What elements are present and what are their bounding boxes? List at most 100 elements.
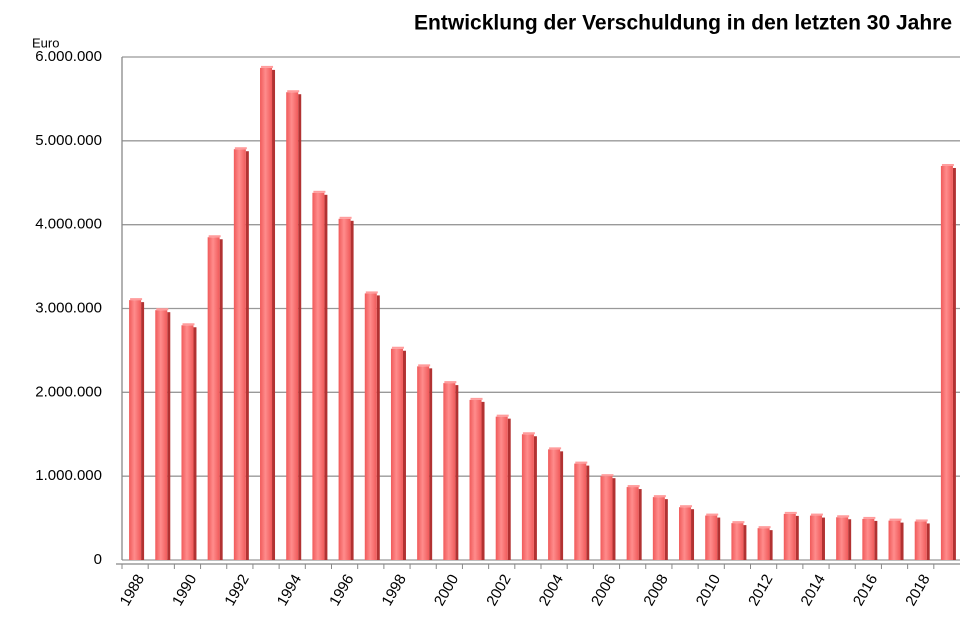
- x-tick-label: 2018: [902, 571, 933, 608]
- bar-top: [837, 515, 850, 518]
- bar-top: [732, 521, 745, 524]
- bar-top: [575, 461, 588, 464]
- bar-side: [900, 522, 904, 560]
- y-tick-label: 1.000.000: [35, 467, 102, 484]
- bar-top: [365, 291, 378, 294]
- bar: [862, 518, 875, 560]
- bar-side: [795, 515, 799, 560]
- bar-side: [533, 436, 537, 560]
- bar-top: [680, 505, 693, 508]
- bar: [940, 165, 953, 560]
- x-tick-label: 1988: [117, 571, 148, 608]
- bar: [888, 520, 901, 560]
- bar-side: [821, 517, 825, 560]
- bar-side: [769, 530, 773, 560]
- bar-top: [130, 298, 143, 301]
- bar: [469, 399, 482, 560]
- bar-side: [586, 465, 590, 560]
- bar-top: [810, 513, 823, 516]
- bar-top: [601, 474, 614, 477]
- bar-top: [391, 346, 404, 349]
- bar: [129, 300, 142, 560]
- bar: [679, 507, 692, 560]
- bar-side: [298, 94, 302, 561]
- bar: [417, 366, 430, 560]
- bar-top: [784, 511, 797, 514]
- x-tick-label: 2002: [483, 571, 514, 608]
- bar-top: [208, 235, 221, 238]
- bar-side: [193, 327, 197, 560]
- bar-side: [848, 519, 852, 560]
- bar-side: [219, 239, 223, 560]
- bar: [626, 487, 639, 560]
- bar-top: [261, 65, 274, 68]
- bar: [181, 325, 194, 560]
- bar-side: [481, 401, 485, 560]
- bar-side: [952, 167, 956, 560]
- y-tick-label: 5.000.000: [35, 132, 102, 149]
- bar-top: [287, 90, 300, 93]
- bar-top: [549, 447, 562, 450]
- bar: [809, 515, 822, 560]
- bar-top: [653, 495, 666, 498]
- bar-top: [313, 190, 326, 193]
- bar-top: [915, 519, 928, 522]
- bar-side: [926, 523, 930, 560]
- bar-top: [889, 518, 902, 521]
- bar: [600, 476, 613, 560]
- bar-top: [156, 308, 169, 311]
- bar-side: [245, 151, 249, 560]
- bar: [390, 348, 403, 560]
- bar-side: [141, 302, 145, 560]
- x-tick-label: 1996: [326, 571, 357, 608]
- bar-side: [324, 194, 328, 560]
- x-tick-label: 2006: [588, 571, 619, 608]
- y-tick-label: 2.000.000: [35, 383, 102, 400]
- bar: [338, 218, 351, 560]
- bar: [155, 310, 168, 560]
- x-tick-label: 2000: [431, 571, 462, 608]
- chart-title: Entwicklung der Verschuldung in den letz…: [414, 12, 952, 35]
- x-tick-label: 1992: [221, 571, 252, 608]
- bar-side: [376, 295, 380, 560]
- x-tick-label: 1990: [169, 571, 200, 608]
- bar-side: [429, 368, 433, 560]
- bar-side: [272, 69, 276, 561]
- bar-side: [638, 489, 642, 560]
- bar-top: [234, 147, 247, 150]
- bar-top: [522, 432, 535, 435]
- bar-side: [612, 478, 616, 560]
- bar: [443, 383, 456, 560]
- x-tick-label: 1994: [274, 571, 305, 608]
- bar-top: [470, 397, 483, 400]
- y-axis-label: Euro: [32, 35, 59, 50]
- bar: [521, 434, 534, 560]
- bar-side: [455, 385, 459, 560]
- bar: [286, 92, 299, 561]
- bar: [731, 523, 744, 560]
- y-tick-label: 6.000.000: [35, 48, 102, 65]
- x-tick-label: 2012: [745, 571, 776, 608]
- bar-side: [717, 517, 721, 560]
- bar-top: [941, 163, 954, 166]
- y-tick-label: 0: [94, 551, 102, 568]
- x-tick-label: 2016: [850, 571, 881, 608]
- bar: [207, 237, 220, 560]
- bar: [364, 293, 377, 560]
- bar-side: [743, 525, 747, 560]
- y-tick-label: 3.000.000: [35, 299, 102, 316]
- bar-top: [418, 364, 431, 367]
- bar-top: [496, 414, 509, 417]
- bar-top: [182, 323, 195, 326]
- bar-side: [350, 220, 354, 560]
- y-tick-label: 4.000.000: [35, 216, 102, 233]
- bar: [705, 515, 718, 560]
- x-tick-label: 1998: [378, 571, 409, 608]
- bar-side: [691, 509, 695, 560]
- bar-top: [627, 485, 640, 488]
- bar-side: [560, 451, 564, 560]
- bar-top: [863, 516, 876, 519]
- bar-top: [339, 216, 352, 219]
- x-tick-label: 2014: [797, 571, 828, 608]
